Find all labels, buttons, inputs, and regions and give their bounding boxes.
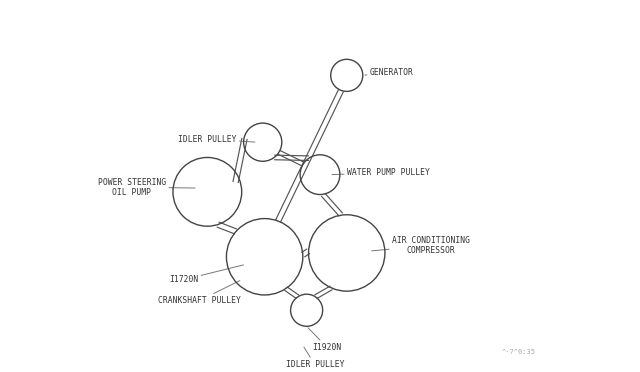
Text: CRANKSHAFT PULLEY: CRANKSHAFT PULLEY [157,280,241,305]
Text: I1920N: I1920N [308,328,342,352]
Text: WATER PUMP PULLEY: WATER PUMP PULLEY [332,168,429,177]
Text: POWER STEERING
OIL PUMP: POWER STEERING OIL PUMP [98,177,195,197]
Text: I1720N: I1720N [169,265,243,284]
Text: ^·7^0:35: ^·7^0:35 [501,349,536,355]
Text: IDLER PULLEY: IDLER PULLEY [178,135,255,144]
Text: IDLER PULLEY: IDLER PULLEY [285,347,344,369]
Text: GENERATOR: GENERATOR [365,68,413,77]
Text: AIR CONDITIONING
COMPRESSOR: AIR CONDITIONING COMPRESSOR [372,235,470,255]
